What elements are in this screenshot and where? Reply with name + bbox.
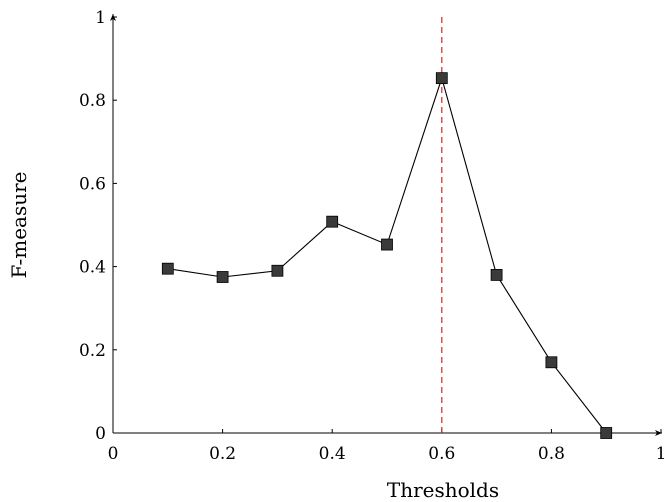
y-tick-label: 0.4: [79, 258, 106, 278]
data-point: [490, 269, 503, 281]
axes: 0 0.2 0.4 0.6 0.8 1 0 0.2 0.4 0.6 0.8 1: [79, 8, 665, 464]
x-tick-label: 0.6: [428, 444, 455, 464]
data-point: [435, 72, 448, 85]
x-tick-label: 0.2: [209, 444, 236, 464]
data-point: [161, 262, 174, 275]
y-axis-title: F-measure: [7, 171, 31, 278]
x-axis-arrow: [655, 430, 662, 436]
series-line: [167, 76, 607, 434]
data-point: [381, 238, 393, 251]
y-tick-label: 0.6: [79, 174, 106, 194]
x-tick-label: 0.8: [538, 444, 565, 464]
x-tick-label: 0.4: [319, 444, 346, 464]
y-tick-label: 0: [95, 424, 106, 444]
series-group: [161, 72, 613, 439]
y-tick-label: 1: [95, 8, 106, 28]
data-point: [545, 356, 558, 369]
data-point: [326, 215, 339, 228]
x-tick-label: 0: [108, 444, 119, 464]
y-tick-label: 0.8: [79, 91, 106, 111]
data-point: [271, 264, 284, 277]
data-point: [600, 427, 613, 439]
x-tick-label: 1: [656, 444, 665, 464]
y-tick-label: 0.2: [79, 341, 106, 361]
data-point: [216, 271, 229, 283]
x-axis-title: Thresholds: [387, 478, 499, 502]
